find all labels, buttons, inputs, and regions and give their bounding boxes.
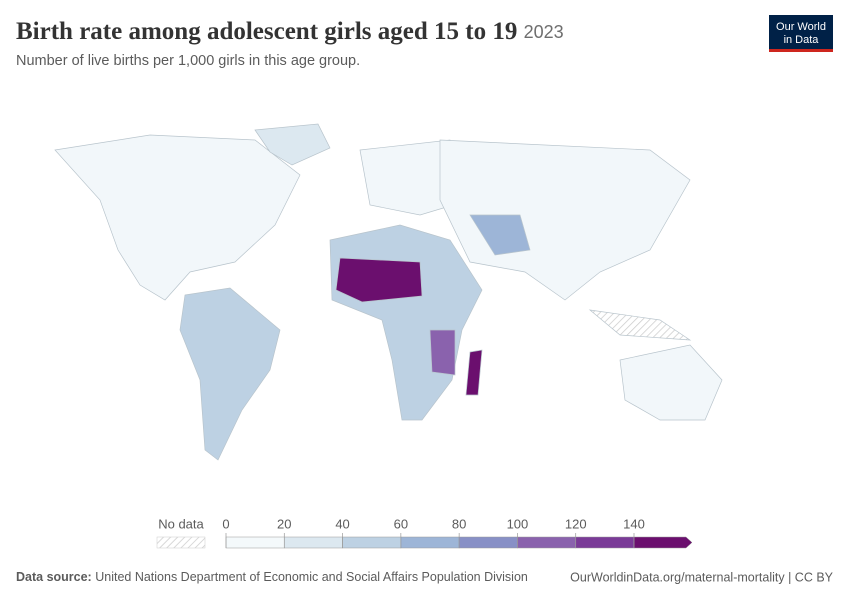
source-text: United Nations Department of Economic an… [95, 570, 528, 584]
legend-bin [575, 536, 635, 549]
title-text: Birth rate among adolescent girls aged 1… [16, 18, 517, 45]
legend-bin [400, 536, 460, 549]
legend-tick-label: 100 [507, 516, 529, 531]
legend-bin [517, 536, 576, 549]
legend-tick-label: 20 [277, 516, 291, 531]
africa [329, 224, 483, 421]
logo: Our World in Data [769, 15, 833, 52]
source-label: Data source: [16, 570, 92, 584]
legend-bin [225, 536, 285, 549]
indonesia [588, 309, 692, 341]
legend-tick-label: 80 [452, 516, 466, 531]
year: 2023 [524, 22, 564, 42]
source-link[interactable]: OurWorldinData.org/maternal-mortality | … [570, 570, 833, 584]
australia [619, 344, 723, 421]
north-america [54, 134, 301, 301]
legend-bin [633, 536, 693, 549]
legend-tick-label: 40 [335, 516, 349, 531]
logo-bar [769, 49, 833, 52]
south-america [179, 287, 281, 461]
legend-bin [458, 536, 518, 549]
greenland [254, 123, 331, 166]
east-africa [429, 329, 456, 376]
no-data-swatch [156, 536, 206, 549]
no-data-label: No data [158, 516, 204, 531]
source: Data source: United Nations Department o… [16, 570, 528, 584]
legend-tick-label: 0 [222, 516, 229, 531]
madagascar [465, 349, 483, 396]
legend-tick-label: 120 [565, 516, 587, 531]
legend: No data 0 20 40 60 80 100 120 140 [156, 516, 693, 549]
map [54, 123, 723, 461]
logo-text: in Data [784, 34, 820, 46]
logo-box [769, 15, 833, 50]
legend-tick-label: 60 [394, 516, 408, 531]
logo-text: Our World [776, 21, 826, 33]
legend-bin [342, 536, 402, 549]
south-asia [469, 214, 531, 256]
asia [439, 139, 691, 301]
legend-tick-label: 140 [623, 516, 645, 531]
sahel [335, 257, 423, 303]
title: Birth rate among adolescent girls aged 1… [16, 18, 564, 45]
legend-bin [284, 536, 343, 549]
subtitle: Number of live births per 1,000 girls in… [16, 53, 360, 69]
